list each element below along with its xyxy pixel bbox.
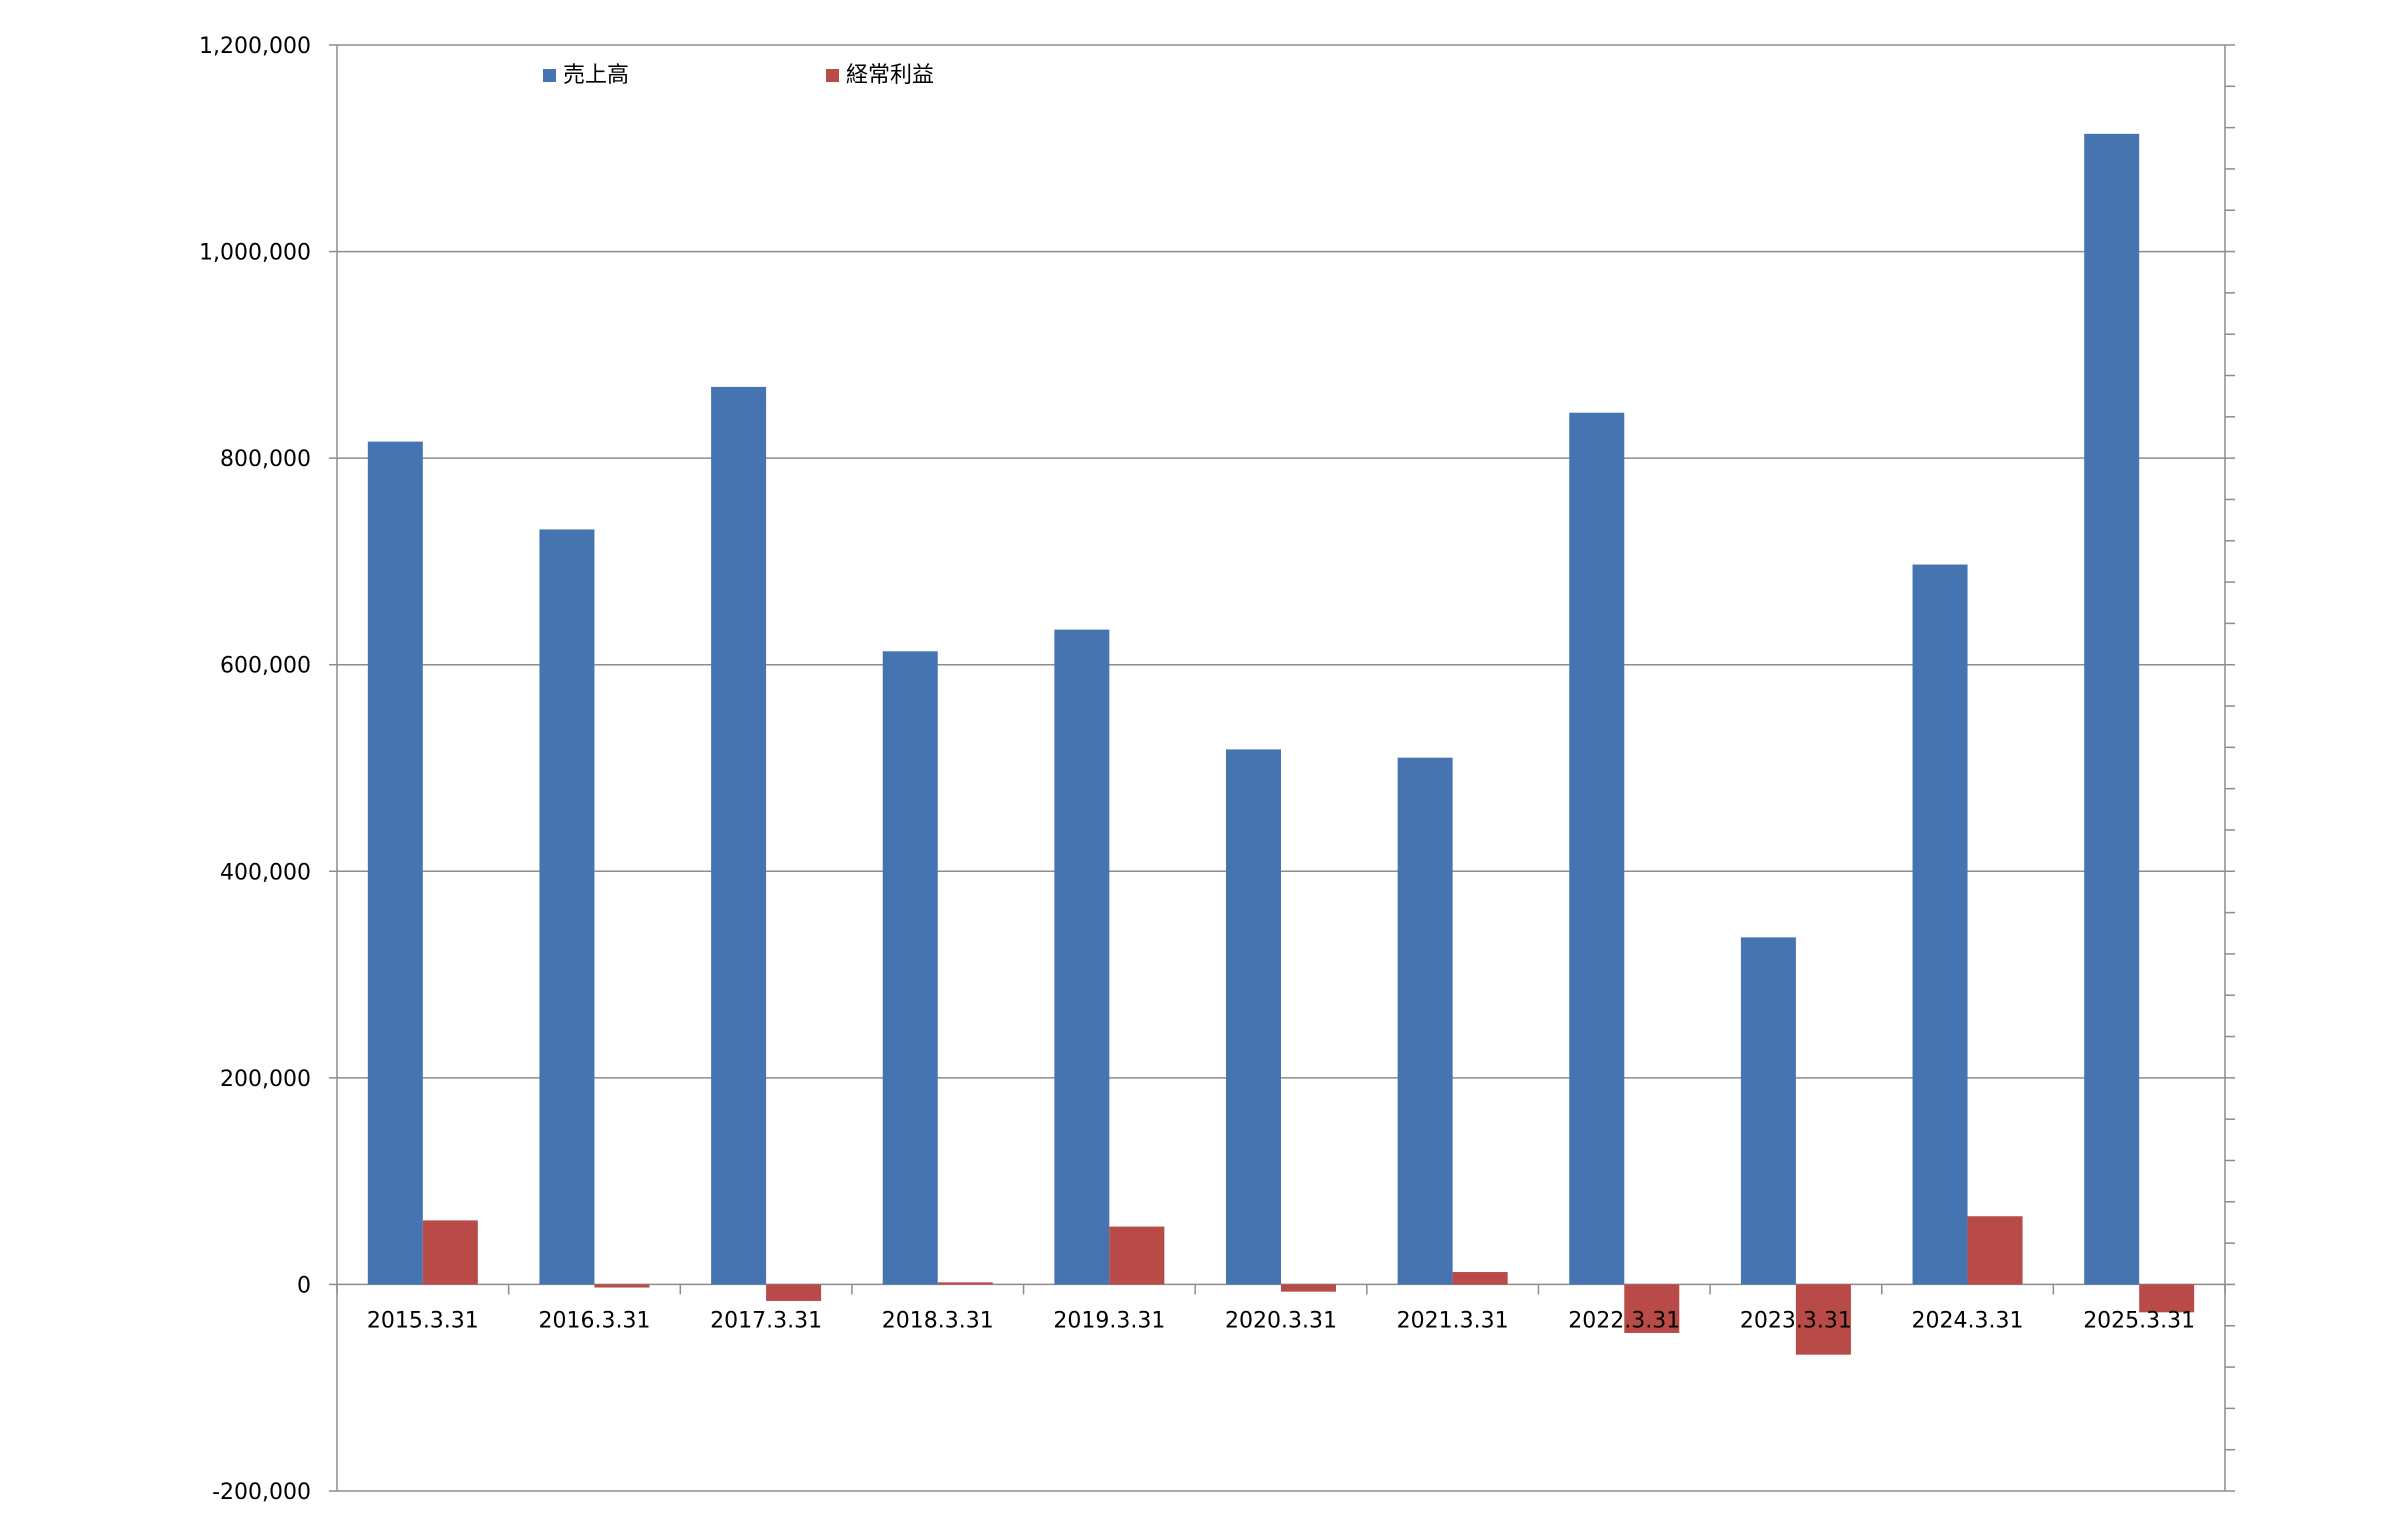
- bar-sales: [711, 386, 767, 1285]
- bar-ordinary-profit: [1967, 1216, 2023, 1285]
- axes: [329, 44, 2235, 1492]
- y-tick-label: 0: [297, 1273, 311, 1298]
- y-tick-label: 200,000: [220, 1067, 311, 1092]
- y-tick-label: 1,200,000: [199, 34, 311, 59]
- bar-sales: [2084, 133, 2140, 1285]
- bar-sales: [882, 651, 938, 1285]
- legend-label-sales: 売上高: [563, 63, 629, 88]
- y-tick-label: -200,000: [212, 1480, 311, 1505]
- bar-ordinary-profit: [1452, 1272, 1508, 1285]
- x-tick-label: 2025.3.31: [2083, 1308, 2195, 1333]
- legend-swatch-sales: [543, 69, 556, 82]
- x-tick-label: 2015.3.31: [367, 1308, 479, 1333]
- x-tick-label: 2020.3.31: [1225, 1308, 1337, 1333]
- legend: 売上高 経常利益: [543, 63, 934, 88]
- y-tick-label: 1,000,000: [199, 241, 311, 266]
- bar-sales: [367, 441, 423, 1285]
- bar-ordinary-profit: [594, 1284, 650, 1288]
- bar-sales: [1226, 749, 1281, 1285]
- x-tick-label: 2017.3.31: [710, 1308, 822, 1333]
- x-tick-label: 2023.3.31: [1740, 1308, 1852, 1333]
- bar-ordinary-profit: [766, 1284, 822, 1301]
- x-tick-label: 2019.3.31: [1053, 1308, 1165, 1333]
- labels: 1,200,000 1,000,000 800,000 600,000 400,000 2…: [199, 34, 2195, 1505]
- x-tick-label: 2016.3.31: [538, 1308, 650, 1333]
- bar-ordinary-profit: [1109, 1226, 1165, 1285]
- bar-sales: [1054, 629, 1110, 1285]
- bar-sales: [1569, 412, 1625, 1285]
- bar-ordinary-profit: [422, 1220, 478, 1285]
- bars: [367, 133, 2195, 1355]
- bar-ordinary-profit: [1624, 1284, 1680, 1333]
- legend-swatch-ordinary-profit: [826, 69, 839, 82]
- legend-label-ordinary-profit: 経常利益: [846, 63, 934, 88]
- bar-sales: [1740, 937, 1796, 1285]
- x-tick-label: 2024.3.31: [1912, 1308, 2024, 1333]
- x-tick-label: 2022.3.31: [1568, 1308, 1680, 1333]
- y-tick-label: 400,000: [220, 860, 311, 885]
- bar-ordinary-profit: [1795, 1284, 1851, 1355]
- bar-sales: [1912, 564, 1968, 1285]
- bar-ordinary-profit: [937, 1282, 993, 1285]
- bar-ordinary-profit: [2139, 1284, 2195, 1313]
- y-tick-label: 800,000: [220, 447, 311, 472]
- y-tick-label: 600,000: [220, 654, 311, 679]
- bar-sales: [539, 529, 595, 1285]
- bar-sales: [1397, 757, 1453, 1285]
- x-tick-label: 2021.3.31: [1397, 1308, 1509, 1333]
- bar-ordinary-profit: [1281, 1284, 1336, 1292]
- x-tick-label: 2018.3.31: [882, 1308, 994, 1333]
